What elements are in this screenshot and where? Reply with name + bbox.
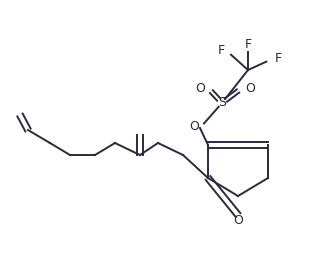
Text: O: O xyxy=(189,119,199,133)
Text: F: F xyxy=(217,44,225,56)
Text: S: S xyxy=(218,97,226,110)
Text: F: F xyxy=(274,52,282,64)
Text: O: O xyxy=(245,82,255,95)
Text: O: O xyxy=(233,214,243,227)
Text: O: O xyxy=(195,82,205,95)
Text: F: F xyxy=(245,38,251,51)
